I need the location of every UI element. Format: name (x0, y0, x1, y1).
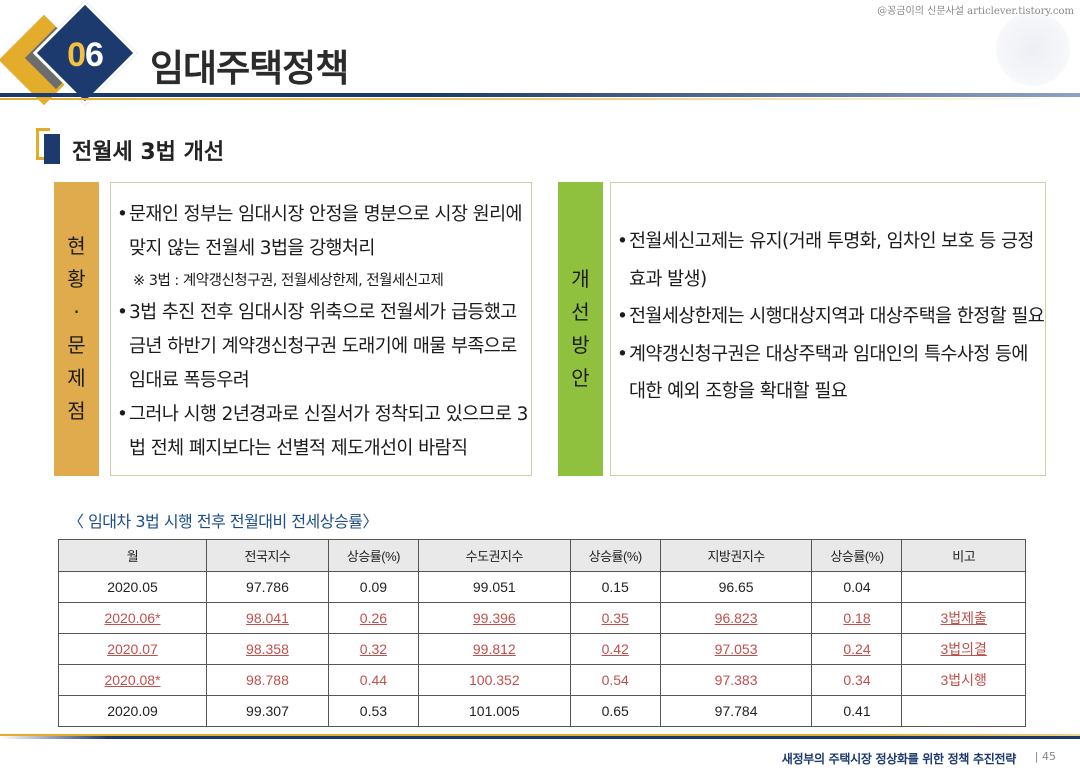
column-header: 상승률(%) (811, 539, 903, 572)
table-row: 2020.07 98.358 0.32 99.812 0.42 97.053 0… (58, 633, 1026, 665)
rent-increase-table: 월 전국지수 상승률(%) 수도권지수 상승률(%) 지방권지수 상승률(%) … (58, 539, 1026, 727)
column-header: 수도권지수 (417, 539, 571, 572)
table-cell: 101.005 (417, 695, 571, 727)
table-cell: 3법시행 (901, 664, 1026, 696)
table-cell: 0.53 (327, 695, 419, 727)
improvement-plan-list: 전월세신고제는 유지(거래 투명화, 임차인 보호 등 긍정효과 발생) 전월세… (615, 223, 1045, 411)
table-cell: 0.32 (327, 633, 419, 665)
table-cell: 99.307 (206, 695, 329, 727)
table-cell: 0.15 (569, 571, 661, 603)
table-cell: 0.41 (811, 695, 903, 727)
table-cell (901, 571, 1026, 603)
table-cell: 0.04 (811, 571, 903, 603)
page-number: | 45 (1034, 750, 1056, 763)
table-cell: 2020.09 (58, 695, 207, 727)
table-cell (901, 695, 1026, 727)
list-item: 전월세신고제는 유지(거래 투명화, 임차인 보호 등 긍정효과 발생) (615, 223, 1045, 298)
column-header: 상승률(%) (327, 539, 419, 572)
table-cell: 2020.07 (58, 633, 207, 665)
table-cell: 99.396 (417, 602, 571, 634)
table-cell: 98.788 (206, 664, 329, 696)
section-bracket-icon (36, 128, 50, 160)
footnote: ※ 3법 : 계약갱신청구권, 전월세상한제, 전월세신고제 (133, 273, 444, 289)
table-cell: 0.42 (569, 633, 661, 665)
list-item: 문재인 정부는 임대시장 안정을 명분으로 시장 원리에 맞지 않는 전월세 3… (115, 198, 531, 296)
column-header: 상승률(%) (569, 539, 661, 572)
watermark-text: @꽁금이의 신문사설 articlever.tistory.com (877, 6, 1074, 17)
list-item: 전월세상한제는 시행대상지역과 대상주택을 한정할 필요 (615, 298, 1045, 336)
status-problem-label: 현 황 · 문 제 점 (54, 182, 99, 476)
chapter-number: 06 (67, 36, 104, 74)
table-cell: 2020.05 (58, 571, 207, 603)
table-row: 2020.09 99.307 0.53 101.005 0.65 97.784 … (58, 695, 1026, 727)
table-cell: 97.786 (206, 571, 329, 603)
table-cell: 96.823 (659, 602, 813, 634)
header-divider-accent (0, 98, 1080, 100)
table-cell: 0.35 (569, 602, 661, 634)
table-cell: 0.09 (327, 571, 419, 603)
table-cell: 3법제출 (901, 602, 1026, 634)
table-cell: 0.26 (327, 602, 419, 634)
table-cell: 98.358 (206, 633, 329, 665)
table-row: 2020.05 97.786 0.09 99.051 0.15 96.65 0.… (58, 571, 1026, 603)
table-cell: 0.44 (327, 664, 419, 696)
table-cell: 2020.06* (58, 602, 207, 634)
footer-divider-accent (0, 734, 1080, 736)
table-cell: 0.54 (569, 664, 661, 696)
footer-title: 새정부의 주택시장 정상화를 위한 정책 추진전략 (781, 752, 1017, 766)
watermark-seal (996, 12, 1070, 86)
table-cell: 97.784 (659, 695, 813, 727)
section-marker-icon (44, 134, 60, 164)
status-problem-list: 문재인 정부는 임대시장 안정을 명분으로 시장 원리에 맞지 않는 전월세 3… (115, 198, 531, 466)
table-cell: 99.812 (417, 633, 571, 665)
table-row: 2020.06* 98.041 0.26 99.396 0.35 96.823 … (58, 602, 1026, 634)
table-cell: 97.383 (659, 664, 813, 696)
list-item: 그러나 시행 2년경과로 신질서가 정착되고 있으므로 3법 전체 폐지보다는 … (115, 398, 531, 466)
table-caption: 〈 임대차 3법 시행 전후 전월대비 전세상승률〉 (68, 512, 378, 531)
footer-divider (0, 736, 1080, 739)
column-header: 전국지수 (206, 539, 329, 572)
table-cell: 99.051 (417, 571, 571, 603)
column-header: 월 (58, 539, 207, 572)
table-cell: 0.24 (811, 633, 903, 665)
table-cell: 0.34 (811, 664, 903, 696)
column-header: 지방권지수 (659, 539, 813, 572)
table-cell: 98.041 (206, 602, 329, 634)
table-cell: 100.352 (417, 664, 571, 696)
table-cell: 2020.08* (58, 664, 207, 696)
list-item: 계약갱신청구권은 대상주택과 임대인의 특수사정 등에 대한 예외 조항을 확대… (615, 336, 1045, 411)
status-problem-content: 문재인 정부는 임대시장 안정을 명분으로 시장 원리에 맞지 않는 전월세 3… (110, 182, 532, 476)
table-cell: 3법의결 (901, 633, 1026, 665)
table-cell: 0.18 (811, 602, 903, 634)
column-header: 비고 (901, 539, 1026, 572)
section-title: 전월세 3법 개선 (72, 140, 225, 165)
table-cell: 0.65 (569, 695, 661, 727)
list-item: 3법 추진 전후 임대시장 위축으로 전월세가 급등했고 금년 하반기 계약갱신… (115, 296, 531, 398)
table-row: 2020.08* 98.788 0.44 100.352 0.54 97.383… (58, 664, 1026, 696)
table-cell: 97.053 (659, 633, 813, 665)
page-title: 임대주택정책 (150, 47, 349, 90)
improvement-plan-content: 전월세신고제는 유지(거래 투명화, 임차인 보호 등 긍정효과 발생) 전월세… (610, 182, 1046, 476)
header-divider (0, 93, 1080, 97)
improvement-plan-label: 개 선 방 안 (558, 182, 603, 476)
table-header-row: 월 전국지수 상승률(%) 수도권지수 상승률(%) 지방권지수 상승률(%) … (58, 539, 1026, 572)
table-cell: 96.65 (659, 571, 813, 603)
